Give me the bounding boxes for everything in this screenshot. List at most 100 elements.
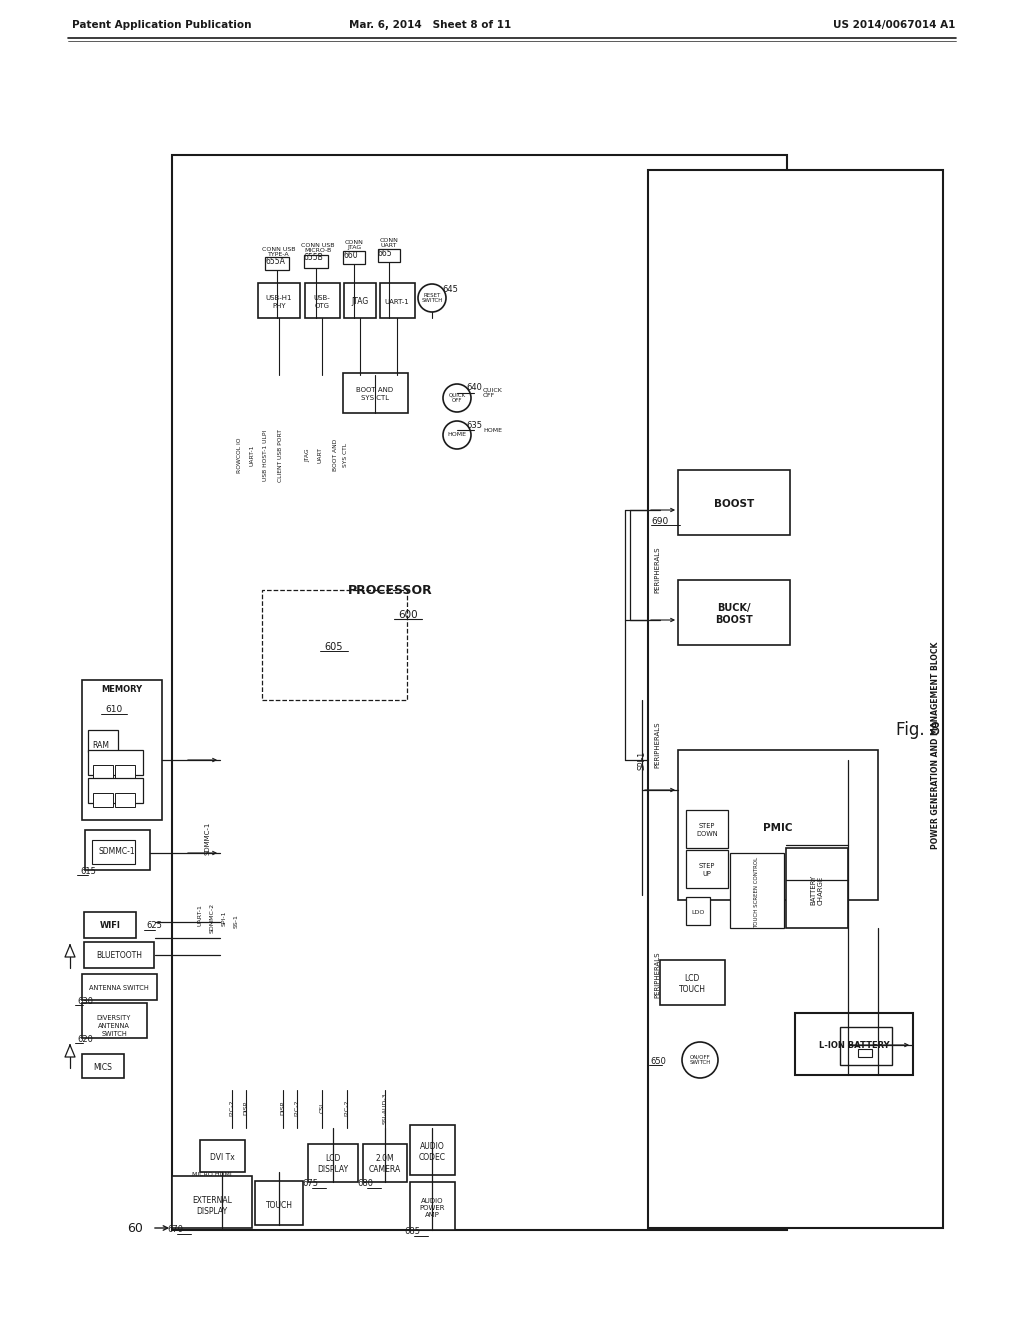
Text: JTAG: JTAG [351,297,369,306]
Text: USB HOST-1 ULPI: USB HOST-1 ULPI [263,429,268,480]
Bar [380,282,415,318]
Bar [344,282,376,318]
Text: 620: 620 [77,1035,93,1044]
Bar [115,766,135,779]
Bar [172,154,787,1230]
Text: 665: 665 [378,248,392,257]
Text: WIFI: WIFI [99,921,121,931]
Text: DIVERSITY: DIVERSITY [97,1015,131,1020]
Bar [88,730,118,752]
Bar [362,1144,407,1181]
Text: AUDIO
CODEC: AUDIO CODEC [419,1142,445,1162]
Text: STEP
UP: STEP UP [698,863,715,876]
Bar [84,942,154,968]
Text: UART-1: UART-1 [385,300,410,305]
Text: POWER GENERATION AND MANAGEMENT BLOCK: POWER GENERATION AND MANAGEMENT BLOCK [931,642,939,849]
Text: CLIENT USB PORT: CLIENT USB PORT [278,429,283,482]
Text: UART-1: UART-1 [250,445,255,466]
Text: ANTENNA SWITCH: ANTENNA SWITCH [89,985,148,991]
Text: I2C-2: I2C-2 [344,1100,349,1117]
Text: 2.0M
CAMERA: 2.0M CAMERA [369,1154,401,1173]
Text: CONN
JTAG: CONN JTAG [344,240,364,251]
Bar [343,251,365,264]
Bar [258,282,300,318]
Bar [88,777,143,803]
Text: 645: 645 [442,285,458,294]
Text: PERIPHERALS: PERIPHERALS [654,722,660,768]
Text: HOME: HOME [447,433,467,437]
Bar [730,853,784,928]
Text: ON/OFF
SWITCH: ON/OFF SWITCH [689,1055,711,1065]
Text: SDMMC-1: SDMMC-1 [204,821,210,854]
Circle shape [682,1041,718,1078]
Bar [82,1003,147,1038]
Text: USB-
OTG: USB- OTG [313,296,331,309]
Text: ROWCOL IO: ROWCOL IO [237,437,242,473]
Text: 630: 630 [77,998,93,1006]
Bar [265,257,289,271]
Bar [262,590,407,700]
Text: I2C-2: I2C-2 [229,1100,234,1117]
Text: 655A: 655A [265,257,285,267]
Text: PROCESSOR: PROCESSOR [347,583,432,597]
Text: BLUETOOTH: BLUETOOTH [96,952,142,961]
Text: PMIC: PMIC [763,822,793,833]
Bar [840,1027,892,1065]
Text: MICRO HDMI: MICRO HDMI [193,1172,231,1177]
Text: SDMMC-1: SDMMC-1 [98,847,135,857]
Text: TOUCH SCREEN CONTROL: TOUCH SCREEN CONTROL [755,857,760,928]
Text: BOOT AND
SYS CTL: BOOT AND SYS CTL [356,388,393,400]
Text: LCD
DISPLAY: LCD DISPLAY [317,1154,348,1173]
Text: STEP
DOWN: STEP DOWN [696,824,718,837]
Text: CSI: CSI [319,1104,325,1113]
Text: 605: 605 [325,642,343,652]
Bar [115,793,135,807]
Text: SS-1: SS-1 [233,913,239,928]
Text: 625: 625 [146,920,162,929]
Text: UART-1: UART-1 [198,904,203,925]
Text: QUICK
OFF: QUICK OFF [449,392,466,404]
Text: CONN
UART: CONN UART [380,238,398,248]
Bar [84,912,136,939]
Bar [255,1181,303,1225]
Text: DVI Tx: DVI Tx [210,1152,234,1162]
Text: TOUCH: TOUCH [265,1200,293,1209]
Bar [449,392,465,408]
Bar [686,810,728,847]
Text: Fig. 8: Fig. 8 [896,721,940,739]
Text: CONN USB
MICRO-B: CONN USB MICRO-B [301,243,335,253]
Text: SPI-1: SPI-1 [221,911,226,925]
Bar [305,282,340,318]
Text: 60: 60 [127,1221,143,1234]
Bar [410,1125,455,1175]
Bar [93,793,113,807]
Bar [378,249,400,261]
Text: L-ION BATTERY: L-ION BATTERY [818,1041,889,1051]
Text: BOOT AND: BOOT AND [333,438,338,471]
Text: HOME: HOME [483,428,502,433]
Text: 655B: 655B [304,253,324,263]
Text: BOOST: BOOST [714,499,754,510]
Bar [678,750,878,900]
Text: BATTERY
CHARGE: BATTERY CHARGE [811,875,823,906]
Text: PERIPHERALS: PERIPHERALS [654,546,660,593]
Text: US 2014/0067014 A1: US 2014/0067014 A1 [833,20,955,30]
Text: 635: 635 [466,421,482,429]
Bar [200,1140,245,1172]
Bar [82,680,162,820]
Text: 640: 640 [466,384,482,392]
Bar [686,898,710,925]
Text: SPI-1: SPI-1 [638,751,646,770]
Text: SYS CTL: SYS CTL [343,444,348,467]
Bar [449,429,465,445]
Bar [172,1176,252,1228]
Text: 650: 650 [650,1057,666,1067]
Bar [678,579,790,645]
Text: SSI-AUD-3: SSI-AUD-3 [383,1092,387,1123]
Bar [690,1052,710,1071]
Text: DISP: DISP [244,1101,249,1115]
Bar [660,960,725,1005]
Text: MEMORY: MEMORY [101,685,142,694]
Text: 600: 600 [398,610,418,620]
Text: QUICK
OFF: QUICK OFF [483,388,503,399]
